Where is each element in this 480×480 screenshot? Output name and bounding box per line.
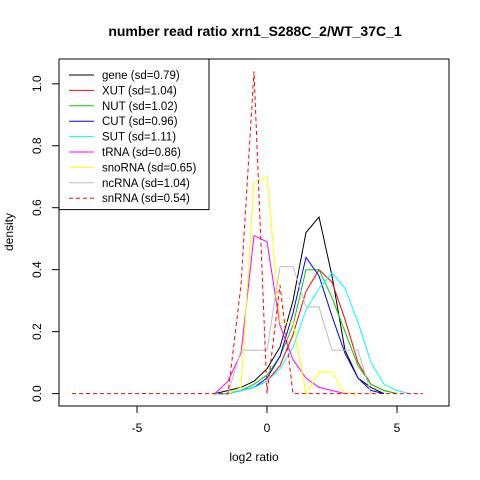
legend-label: SUT (sd=1.11)	[102, 132, 176, 144]
chart-title: number read ratio xrn1_S288C_2/WT_37C_1	[108, 23, 402, 39]
series-layer	[72, 71, 423, 395]
legend-label: NUT (sd=1.02)	[102, 101, 178, 113]
legend-label: snoRNA (sd=0.65)	[102, 162, 196, 174]
legend-label: XUT (sd=1.04)	[102, 85, 177, 97]
series-line-4	[215, 272, 411, 395]
legend: gene (sd=0.79) XUT (sd=1.04) NUT (sd=1.02)…	[58, 58, 210, 211]
x-tick-label: 5	[394, 421, 401, 435]
y-axis: 0.0 0.2 0.4 0.6 0.8 1.0	[30, 75, 60, 402]
legend-label: tRNA (sd=0.86)	[102, 147, 181, 159]
y-tick-label: 0.4	[30, 261, 44, 278]
y-tick-label: 0.6	[30, 199, 44, 216]
legend-label: snRNA (sd=0.54)	[102, 193, 190, 205]
x-tick-label: 0	[264, 421, 271, 435]
legend-label: ncRNA (sd=1.04)	[102, 178, 190, 190]
legend-label: gene (sd=0.79)	[102, 70, 180, 82]
x-tick-label: -5	[132, 421, 143, 435]
series-line-7	[227, 266, 372, 394]
series-line-2	[215, 269, 398, 395]
x-axis-label: log2 ratio	[229, 450, 279, 464]
y-tick-label: 1.0	[30, 75, 44, 92]
x-axis: -5 0 5	[132, 405, 401, 435]
y-tick-label: 0.8	[30, 137, 44, 154]
y-axis-label: density	[2, 213, 16, 251]
series-line-8	[72, 71, 423, 395]
legend-label: CUT (sd=0.96)	[102, 116, 178, 128]
y-tick-label: 0.0	[30, 385, 44, 402]
legend-box	[58, 58, 210, 211]
series-line-1	[215, 268, 398, 395]
series-line-6	[227, 175, 358, 395]
series-line-5	[214, 234, 346, 395]
y-tick-label: 0.2	[30, 323, 44, 340]
